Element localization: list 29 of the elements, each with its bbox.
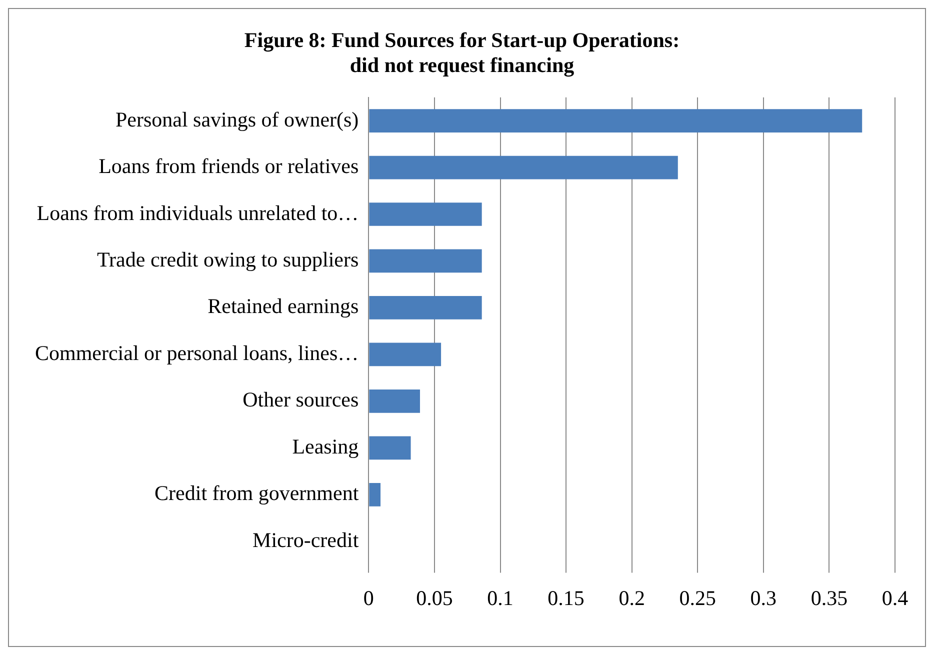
bar [369, 109, 862, 132]
x-tick-label: 0 [363, 586, 374, 610]
bar [369, 249, 482, 273]
x-tick-label: 0.1 [487, 586, 514, 610]
y-tick-label: Loans from individuals unrelated to… [36, 200, 359, 225]
y-tick-label: Micro-credit [252, 528, 359, 552]
bar [369, 156, 678, 180]
bar [369, 436, 411, 460]
x-tick-label: 0.05 [416, 586, 453, 610]
y-tick-label: Other sources [242, 388, 359, 412]
y-tick-label: Leasing [292, 434, 360, 458]
y-tick-label: Loans from friends or relatives [98, 154, 359, 178]
y-tick-label: Retained earnings [208, 294, 359, 318]
bar [369, 296, 482, 320]
x-tick-label: 0.4 [882, 586, 909, 610]
chart-title: Figure 8: Fund Sources for Start-up Operations: did not request financing [244, 28, 680, 78]
y-tick-label: Credit from government [154, 481, 359, 506]
y-tick-label: Commercial or personal loans, lines… [34, 340, 359, 365]
bar [369, 342, 442, 366]
bar [369, 202, 482, 226]
x-tick-label: 0.2 [618, 586, 645, 610]
y-tick-label: Personal savings of owner(s) [115, 107, 359, 132]
bar [369, 483, 381, 506]
y-tick-label: Trade credit owing to suppliers [96, 248, 359, 272]
x-tick-label: 0.3 [750, 586, 777, 610]
x-tick-label: 0.25 [679, 586, 716, 610]
bar [369, 390, 420, 413]
x-tick-label: 0.35 [810, 586, 848, 610]
x-tick-label: 0.15 [548, 586, 584, 610]
